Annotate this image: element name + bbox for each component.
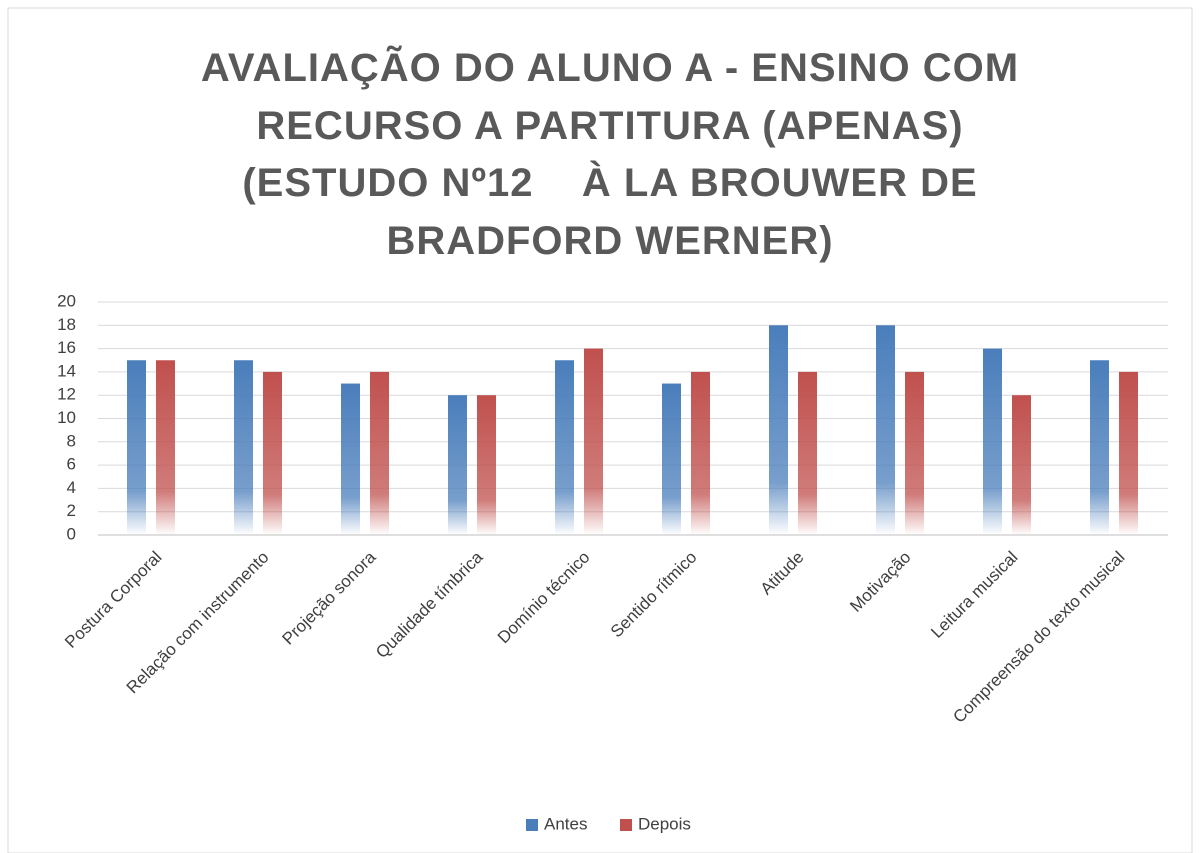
y-tick-label: 20 <box>57 291 76 310</box>
y-tick-label: 2 <box>67 501 76 520</box>
y-tick-label: 0 <box>67 524 76 543</box>
bar <box>1119 371 1138 535</box>
bar <box>584 348 603 535</box>
bar <box>662 383 681 535</box>
bar <box>370 371 389 535</box>
bar <box>769 325 788 535</box>
bar <box>798 371 817 535</box>
bar <box>983 348 1002 535</box>
bar <box>156 360 175 535</box>
y-tick-label: 18 <box>57 315 76 334</box>
y-tick-label: 14 <box>57 361 76 380</box>
bar <box>876 325 895 535</box>
chart-title: AVALIAÇÃO DO ALUNO A - ENSINO COM RECURS… <box>200 46 1032 263</box>
legend-swatch <box>620 819 632 831</box>
legend-label: Antes <box>544 814 587 833</box>
y-tick-label: 8 <box>67 431 76 450</box>
bar <box>127 360 146 535</box>
legend-label: Depois <box>638 814 691 833</box>
bar <box>448 395 467 535</box>
legend-swatch <box>526 819 538 831</box>
bar <box>477 395 496 535</box>
bar <box>341 383 360 535</box>
y-tick-label: 12 <box>57 385 76 404</box>
bar <box>1012 395 1031 535</box>
bar <box>691 371 710 535</box>
bar <box>1090 360 1109 535</box>
bar <box>905 371 924 535</box>
y-tick-label: 16 <box>57 338 76 357</box>
y-tick-label: 6 <box>67 455 76 474</box>
bar <box>555 360 574 535</box>
y-tick-label: 10 <box>57 408 76 427</box>
bar <box>263 371 282 535</box>
y-tick-label: 4 <box>67 478 76 497</box>
bar <box>234 360 253 535</box>
